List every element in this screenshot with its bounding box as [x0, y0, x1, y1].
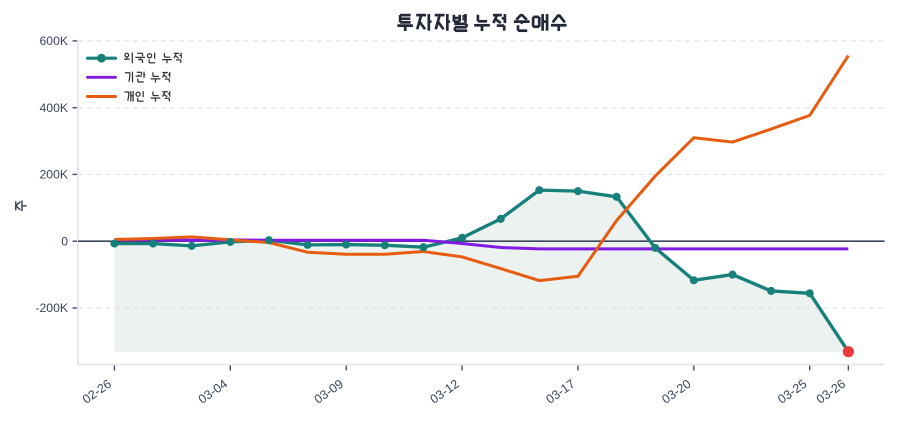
svg-text:400K: 400K	[40, 101, 68, 115]
svg-text:600K: 600K	[40, 34, 68, 48]
svg-text:200K: 200K	[40, 168, 68, 182]
svg-text:0: 0	[61, 234, 68, 248]
svg-text:-200K: -200K	[35, 301, 68, 315]
